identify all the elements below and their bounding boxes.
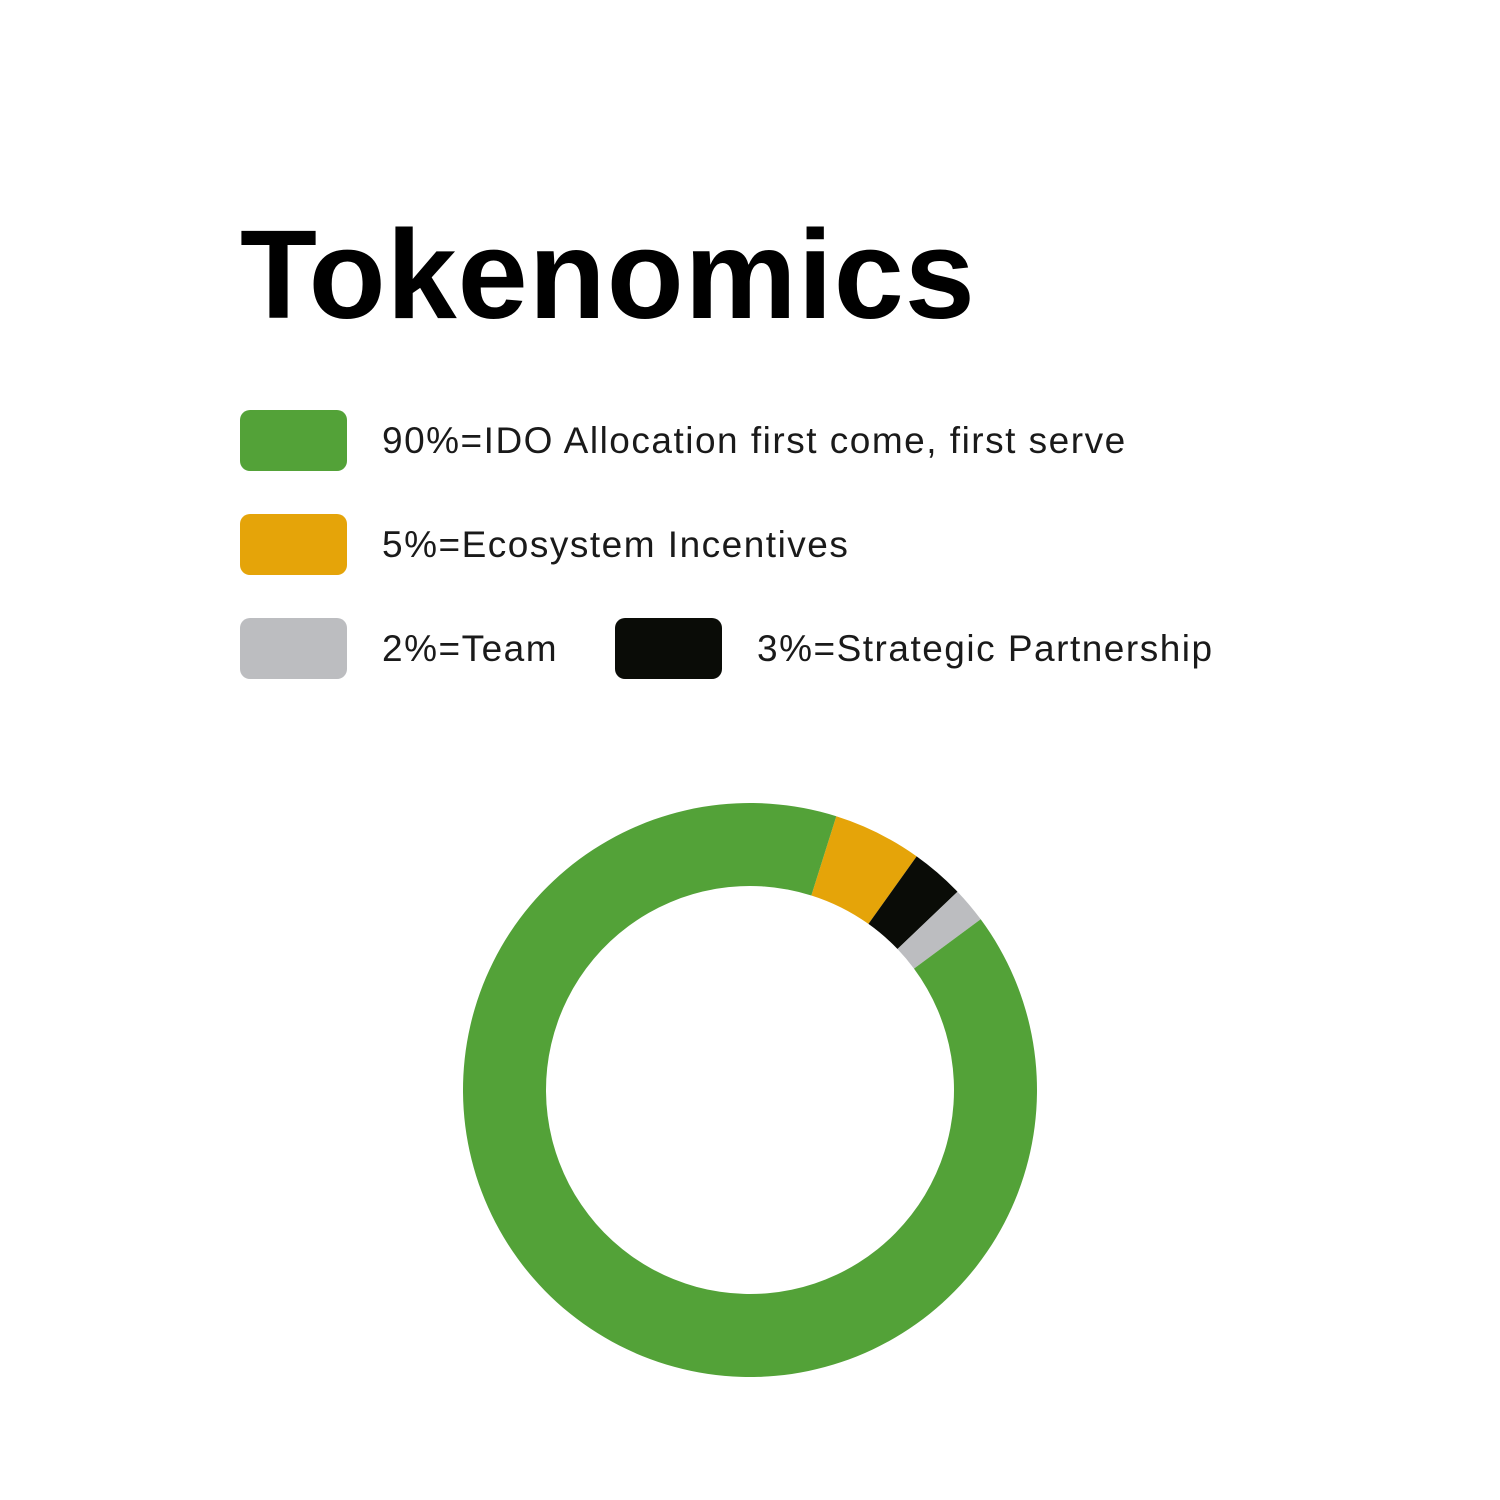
legend-label: 3%=Strategic Partnership xyxy=(757,627,1214,669)
legend-swatch xyxy=(615,618,722,679)
legend-swatch xyxy=(240,410,347,471)
legend-item-strategic-partnership: 3%=Strategic Partnership xyxy=(615,618,1214,679)
legend-item-team: 2%=Team xyxy=(240,618,558,679)
legend-swatch xyxy=(240,514,347,575)
legend-label: 5%=Ecosystem Incentives xyxy=(382,523,850,565)
donut-slice-0 xyxy=(811,816,917,924)
legend-label: 2%=Team xyxy=(382,627,559,669)
donut-chart xyxy=(463,802,1037,1377)
donut-slice-1 xyxy=(868,856,958,950)
legend-item-ido-allocation: 90%=IDO Allocation first come, first ser… xyxy=(240,410,1127,471)
chart-title: Tokenomics xyxy=(240,204,976,345)
legend-item-ecosystem-incentives: 5%=Ecosystem Incentives xyxy=(240,514,849,575)
donut-slice-2 xyxy=(897,891,981,969)
legend-swatch xyxy=(240,618,347,679)
legend-label: 90%=IDO Allocation first come, first ser… xyxy=(382,419,1127,461)
